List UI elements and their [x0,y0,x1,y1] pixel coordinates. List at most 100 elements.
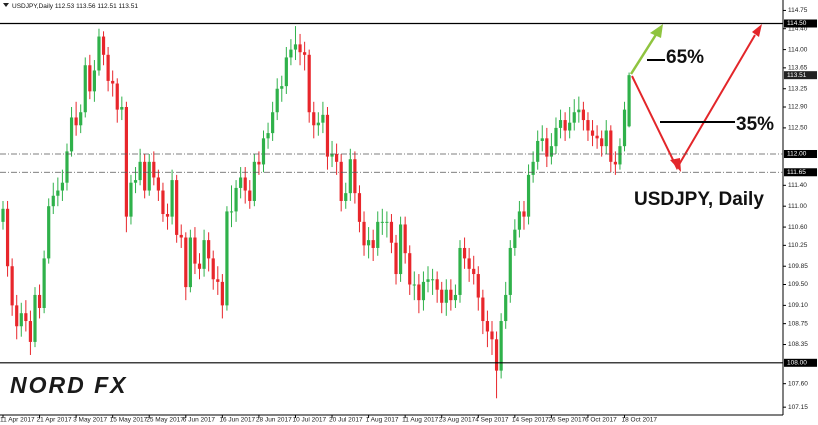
y-tick-label: 108.35 [788,341,808,348]
candle-body [385,221,389,223]
candle-body [97,36,101,71]
candle-body [545,138,549,157]
x-tick-label: 10 Jul 2017 [292,417,326,424]
candle-body [175,180,179,235]
candle-body [526,174,531,217]
candle-body [179,234,183,238]
candle-body [517,211,522,230]
candle-body [522,211,526,217]
candle-body [494,339,499,371]
scenario-arrow-up [629,32,659,75]
candle-body [202,240,206,269]
candle-body [627,75,631,127]
candle-body [111,80,115,84]
candle-body [362,221,366,246]
candle-body [353,159,357,194]
header-open: 112.53 [55,3,75,10]
x-tick-label: 6 Oct 2017 [585,417,617,424]
candle-body [389,221,394,243]
candle-body [225,211,229,306]
candle-body [572,112,576,123]
level-label: 112.00 [787,151,807,158]
candle-body [193,237,197,264]
y-tick-label: 113.65 [788,65,808,72]
candle-body [69,117,74,152]
candle-body [536,140,540,162]
x-tick-label: 28 Jun 2017 [256,417,292,424]
candle-body [380,221,384,223]
x-tick-label: 11 Aug 2017 [402,417,438,424]
y-tick-label: 112.50 [788,125,808,132]
candle-body [5,208,10,267]
x-tick-label: 11 Apr 2017 [0,417,35,424]
candle-body [467,258,471,269]
price-label: 113.51 [787,72,807,79]
candle-body [92,70,96,92]
candle-body [88,65,92,92]
candle-body [618,146,622,165]
candle-body [472,268,476,275]
candle-body [371,240,375,248]
candle-body [430,279,435,281]
candle-body [444,289,448,303]
level-label: 114.50 [787,20,807,27]
candles [1,26,631,399]
candle-body [170,180,174,217]
candle-body [161,190,165,215]
candle-body [604,130,608,147]
candle-body [435,279,439,290]
candle-body [577,109,581,113]
candle-body [540,138,544,141]
x-tick-label: 6 Jun 2017 [183,417,216,424]
x-tick-label: 16 Jun 2017 [219,417,255,424]
candle-body [266,133,270,139]
candle-body [1,208,5,222]
candle-body [106,54,110,81]
candle-body [120,107,124,110]
candle-body [37,294,42,308]
candle-body [65,151,69,183]
candle-body [229,211,234,213]
candle-body [156,177,160,191]
candle-body [19,313,23,327]
candle-body [485,321,490,332]
candle-body [51,195,55,207]
candle-body [47,206,51,259]
x-tick-label: 21 Apr 2017 [37,417,72,424]
candle-body [622,109,627,147]
y-tick-label: 108.75 [788,320,808,327]
y-tick-label: 114.00 [788,46,808,53]
header-high: 113.56 [76,3,96,10]
candle-body [234,187,238,212]
y-tick-label: 107.60 [788,380,808,387]
candle-body [600,138,604,147]
candle-body [280,86,284,89]
candle-body [554,127,558,147]
candle-body [188,237,192,288]
candle-body [481,297,485,322]
candle-body [147,161,151,191]
candle-body [252,161,256,201]
x-tick-label: 20 Jul 2017 [329,417,363,424]
y-tick-label: 112.90 [788,104,808,111]
candle-body [220,281,224,306]
x-tick-label: 18 Oct 2017 [622,417,658,424]
candle-body [197,263,202,269]
candle-body [83,65,87,113]
candle-body [24,313,28,322]
candle-body [403,224,407,254]
logo: NORD FX [10,372,128,398]
candle-body [476,274,480,298]
x-tick-label: 23 Aug 2017 [439,417,476,424]
chart-header: USDJPY,Daily 112.53 113.56 112.51 113.51 [12,3,138,10]
candle-body [316,122,320,126]
candle-body [289,49,293,58]
level-label-box [784,149,817,158]
x-tick-label: 15 May 2017 [110,417,148,424]
candle-body [60,182,65,191]
candle-body [504,294,508,322]
candle-body [216,279,220,282]
candle-body [211,258,215,280]
candle-body [348,159,352,194]
